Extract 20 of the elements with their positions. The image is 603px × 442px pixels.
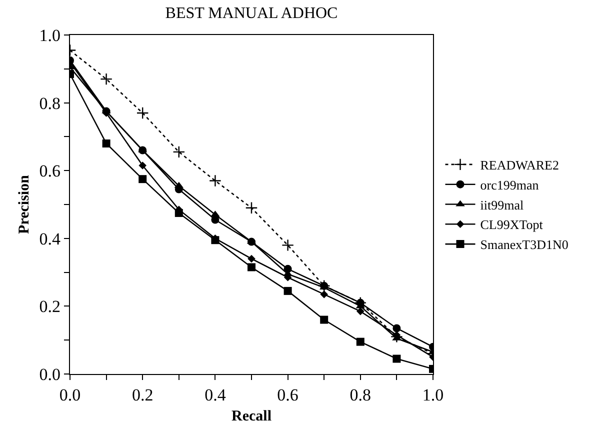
- y-axis-title: Precision: [16, 174, 32, 234]
- x-axis-title: Recall: [232, 408, 272, 424]
- x-tick-label: 0.4: [204, 386, 226, 404]
- legend-label: orc199man: [480, 177, 540, 192]
- chart-title: BEST MANUAL ADHOC: [165, 4, 338, 22]
- x-tick-label: 1.0: [422, 386, 444, 404]
- y-tick-label: 0.0: [39, 364, 60, 384]
- y-tick-label: 0.8: [39, 94, 60, 113]
- legend-label: iit99mal: [480, 197, 524, 212]
- x-tick-label: 0.0: [59, 386, 81, 404]
- x-tick-label: 0.8: [350, 386, 372, 404]
- x-tick-label: 0.6: [277, 386, 298, 404]
- y-tick-label: 1.0: [39, 26, 60, 45]
- y-tick-label: 0.2: [39, 297, 60, 316]
- legend-label: CL99XTopt: [480, 217, 544, 232]
- legend-label: READWARE2: [480, 158, 559, 173]
- y-tick-label: 0.4: [39, 229, 61, 248]
- legend-label: SmanexT3D1N0: [480, 237, 568, 252]
- x-tick-label: 0.2: [132, 386, 154, 404]
- y-tick-label: 0.6: [39, 162, 60, 181]
